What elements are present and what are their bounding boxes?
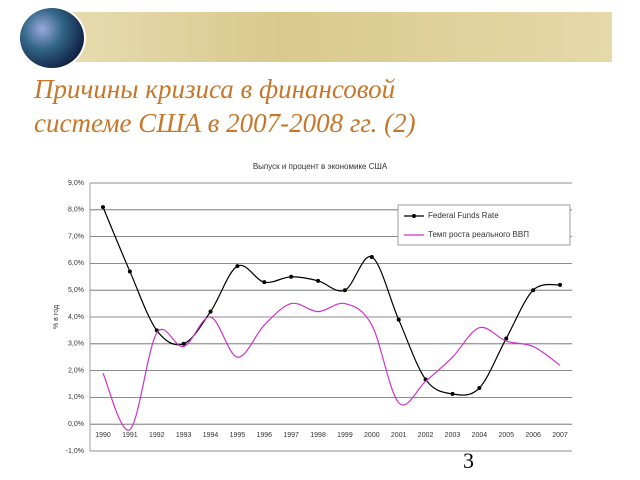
globe-icon (18, 6, 86, 70)
y-tick-label: 2,0% (68, 367, 84, 374)
y-tick-label: 7,0% (68, 233, 84, 240)
x-tick-label: 2006 (525, 432, 541, 439)
y-tick-label: 0,0% (68, 421, 84, 428)
y-tick-label: -1,0% (66, 448, 84, 455)
data-point (504, 336, 509, 341)
legend-label: Federal Funds Rate (428, 211, 499, 220)
legend-box (397, 204, 571, 246)
x-tick-label: 2005 (498, 432, 514, 439)
data-point (316, 278, 321, 283)
y-tick-label: 3,0% (68, 341, 84, 348)
x-tick-label: 2002 (418, 432, 434, 439)
title-line: системе США в 2007-2008 гг. (2) (34, 108, 416, 138)
page-number: 3 (463, 448, 474, 473)
data-point (477, 386, 482, 391)
chart-title: Выпуск и процент в экономике США (253, 162, 388, 171)
y-tick-label: 8,0% (68, 207, 84, 214)
x-tick-label: 1992 (149, 432, 165, 439)
slide-title: Причины кризиса в финансовой системе США… (34, 72, 416, 140)
y-tick-label: 4,0% (68, 314, 84, 321)
x-tick-label: 1994 (203, 432, 219, 439)
y-tick-label: 6,0% (68, 260, 84, 267)
y-tick-label: 1,0% (68, 394, 84, 401)
data-point (101, 205, 105, 210)
x-tick-label: 2001 (391, 432, 407, 439)
data-point (262, 280, 267, 285)
x-tick-label: 1998 (310, 432, 326, 439)
y-axis-label: % в год (53, 305, 60, 329)
data-point (531, 288, 536, 293)
y-tick-label: 9,0% (68, 180, 84, 187)
x-tick-label: 1997 (283, 432, 299, 439)
data-point (235, 264, 240, 269)
x-tick-label: 1990 (95, 432, 111, 439)
x-tick-label: 2003 (445, 432, 461, 439)
y-tick-label: 5,0% (68, 287, 84, 294)
x-tick-label: 1996 (257, 432, 273, 439)
title-line: Причины кризиса в финансовой (34, 74, 396, 104)
x-tick-label: 1993 (176, 432, 192, 439)
data-point (289, 274, 294, 279)
data-point (396, 317, 401, 322)
data-point (342, 288, 347, 293)
map-banner (60, 12, 612, 62)
legend-marker (412, 214, 416, 218)
data-point (369, 254, 374, 259)
series-line (102, 302, 561, 431)
data-point (450, 391, 455, 396)
data-point (208, 309, 213, 314)
x-tick-label: 2007 (552, 432, 568, 439)
x-tick-label: 1999 (337, 432, 353, 439)
data-point (181, 341, 186, 346)
data-point (127, 269, 132, 274)
x-tick-label: 1995 (230, 432, 246, 439)
legend-label: Темп роста реального ВВП (428, 230, 529, 239)
data-point (558, 282, 562, 287)
x-tick-label: 1991 (122, 432, 138, 439)
x-tick-label: 2000 (364, 432, 380, 439)
x-tick-label: 2004 (472, 432, 488, 439)
